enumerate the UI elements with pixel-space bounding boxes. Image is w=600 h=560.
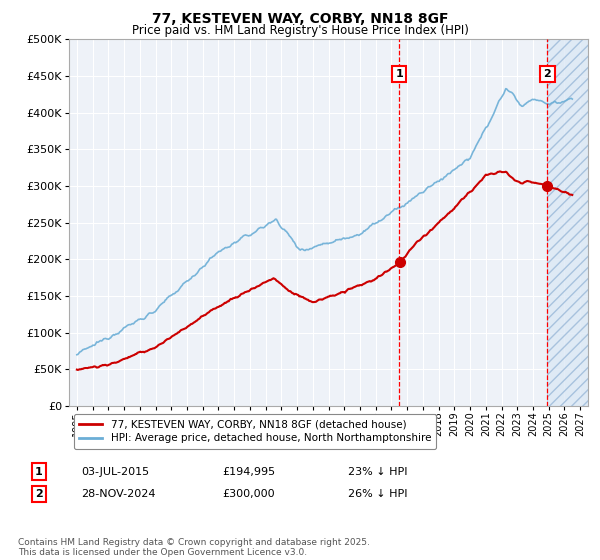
Text: £194,995: £194,995 <box>222 466 275 477</box>
Text: 1: 1 <box>35 466 43 477</box>
Text: 23% ↓ HPI: 23% ↓ HPI <box>348 466 407 477</box>
Text: Price paid vs. HM Land Registry's House Price Index (HPI): Price paid vs. HM Land Registry's House … <box>131 24 469 36</box>
Legend: 77, KESTEVEN WAY, CORBY, NN18 8GF (detached house), HPI: Average price, detached: 77, KESTEVEN WAY, CORBY, NN18 8GF (detac… <box>74 414 436 449</box>
Text: 77, KESTEVEN WAY, CORBY, NN18 8GF: 77, KESTEVEN WAY, CORBY, NN18 8GF <box>152 12 448 26</box>
Text: 26% ↓ HPI: 26% ↓ HPI <box>348 489 407 499</box>
Text: 2: 2 <box>544 69 551 79</box>
Text: £300,000: £300,000 <box>222 489 275 499</box>
Text: 2: 2 <box>35 489 43 499</box>
Text: Contains HM Land Registry data © Crown copyright and database right 2025.
This d: Contains HM Land Registry data © Crown c… <box>18 538 370 557</box>
Text: 1: 1 <box>395 69 403 79</box>
Text: 28-NOV-2024: 28-NOV-2024 <box>81 489 155 499</box>
Text: 03-JUL-2015: 03-JUL-2015 <box>81 466 149 477</box>
